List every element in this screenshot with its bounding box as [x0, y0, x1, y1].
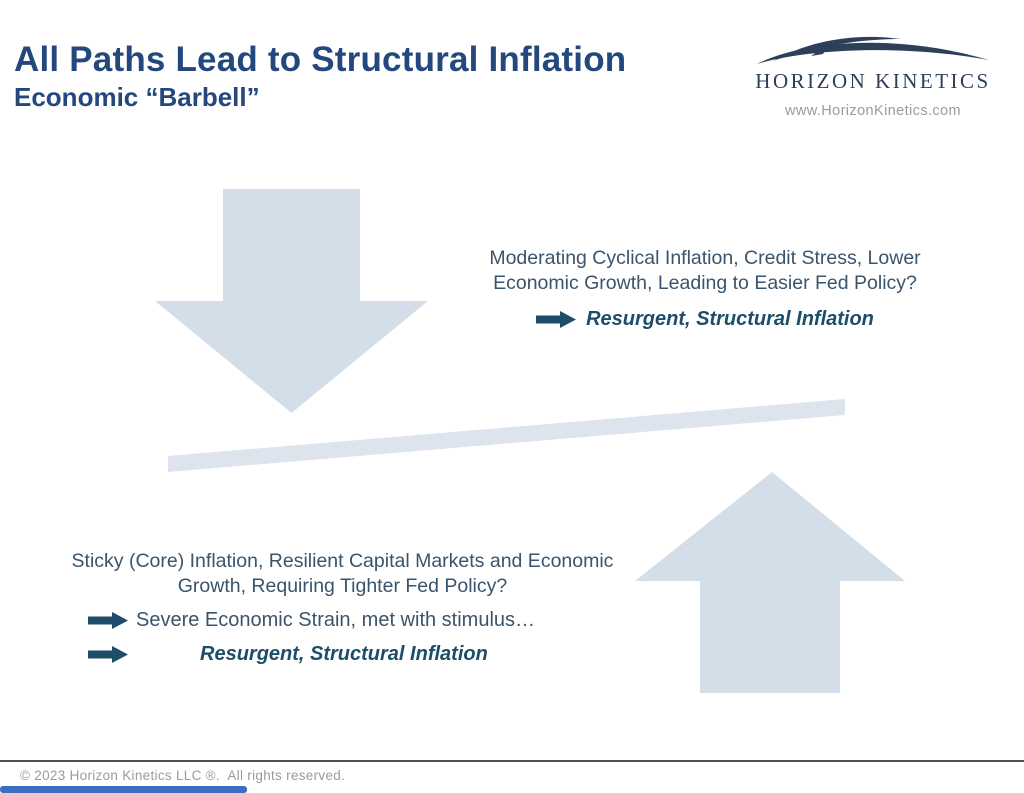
arrow-right-icon: [88, 646, 128, 663]
logo-swoosh-icon: [757, 36, 989, 64]
top-conclusion-row: Resurgent, Structural Inflation: [430, 307, 980, 332]
scroll-progress-bar: [0, 786, 247, 793]
footer-divider: [0, 760, 1024, 762]
bottom-point-text: Severe Economic Strain, met with stimulu…: [136, 609, 536, 631]
copyright-text: © 2023 Horizon Kinetics LLC ®. All right…: [20, 768, 346, 783]
bottom-scenario-line2: Growth, Requiring Tighter Fed Policy?: [177, 575, 508, 597]
page-title: All Paths Lead to Structural Inflation: [14, 40, 627, 79]
logo-website: www.HorizonKinetics.com: [785, 103, 961, 119]
top-conclusion-text: Resurgent, Structural Inflation: [586, 308, 874, 330]
bottom-scenario-line1: Sticky (Core) Inflation, Resilient Capit…: [71, 550, 614, 572]
down-arrow-shape: [155, 189, 428, 413]
logo-wordmark: HORIZON KINETICS: [755, 69, 991, 93]
bottom-scenario-block: Sticky (Core) Inflation, Resilient Capit…: [30, 549, 655, 667]
arrow-right-icon: [88, 612, 128, 629]
top-scenario-line1: Moderating Cyclical Inflation, Credit St…: [489, 247, 921, 269]
top-scenario-block: Moderating Cyclical Inflation, Credit St…: [430, 246, 980, 332]
barbell-beam-shape: [168, 399, 845, 472]
bottom-conclusion-text: Resurgent, Structural Inflation: [200, 643, 488, 665]
bottom-conclusion-row: Resurgent, Structural Inflation: [30, 642, 655, 667]
arrow-right-icon: [536, 311, 577, 328]
page-subtitle: Economic “Barbell”: [14, 82, 260, 112]
horizon-kinetics-logo: HORIZON KINETICS www.HorizonKinetics.com: [748, 30, 998, 119]
top-scenario-line2: Economic Growth, Leading to Easier Fed P…: [493, 272, 917, 294]
up-arrow-shape: [635, 472, 905, 693]
bottom-point-row: Severe Economic Strain, met with stimulu…: [30, 608, 655, 633]
